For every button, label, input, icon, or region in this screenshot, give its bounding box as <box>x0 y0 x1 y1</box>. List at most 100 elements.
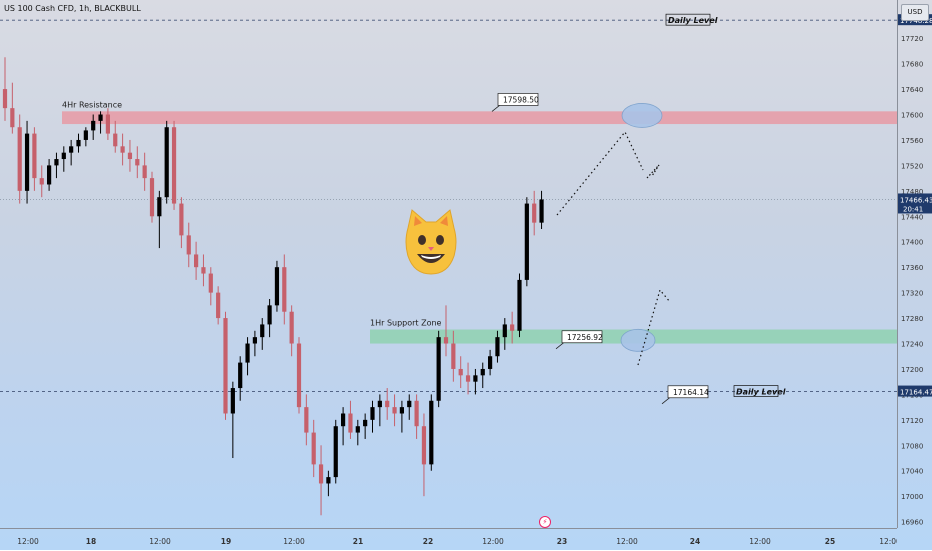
price-tag <box>898 385 932 397</box>
price-tick-label: 17440 <box>901 213 923 221</box>
alert-icon[interactable]: ⚡ <box>539 516 551 528</box>
price-tick-label: 17400 <box>901 239 923 247</box>
plot-area[interactable]: 4Hr Resistance 1Hr Support Zone Daily Leve… <box>0 0 897 528</box>
candle-body <box>69 146 74 153</box>
candle-body <box>407 400 412 408</box>
price-tick-label: 17320 <box>901 290 923 298</box>
candle-body <box>194 254 199 268</box>
price-tick-label: 17200 <box>901 366 923 374</box>
candle-body <box>465 375 471 382</box>
candle-body <box>326 477 331 484</box>
candle-body <box>517 279 522 331</box>
time-tick-label: 18 <box>86 537 96 546</box>
candle-body <box>223 318 228 414</box>
candle-body <box>311 432 316 465</box>
time-tick-label: 12:00 <box>749 537 771 546</box>
candle-body <box>91 120 96 131</box>
price-tag-time: 20:41 <box>903 205 923 213</box>
candle-body <box>142 165 147 179</box>
time-tick-label: 22 <box>423 537 433 546</box>
candle-body <box>216 292 221 319</box>
candle-body <box>451 343 456 369</box>
candle-body <box>54 159 59 166</box>
candle-body <box>230 388 235 414</box>
callout-label: 17256.92 <box>567 333 603 342</box>
candle-body <box>392 407 397 414</box>
candle-body <box>480 368 485 376</box>
price-axis[interactable]: 17720 17680 17640 17600 17560 17520 17480 17440… <box>897 0 932 528</box>
candle-body <box>252 337 257 344</box>
time-tick-label: 12:00 <box>879 537 897 546</box>
callout-box <box>667 385 709 399</box>
price-tick-label: 17360 <box>901 264 923 272</box>
zone-label: 4Hr Resistance <box>62 100 122 109</box>
price-tick-label: 17680 <box>901 61 923 69</box>
chart-title: US 100 Cash CFD, 1h, BLACKBULL <box>4 4 141 13</box>
candle-body <box>296 343 302 408</box>
candle-body <box>76 139 81 147</box>
projection-path-up <box>556 130 644 216</box>
time-axis[interactable]: 12:00 18 12:00 19 12:00 21 22 12:00 23 12:00 24 12:… <box>0 528 897 551</box>
candle-body <box>10 108 15 128</box>
candle-body <box>333 426 338 478</box>
projection-path-bounce <box>637 288 671 366</box>
candle-body <box>2 89 8 109</box>
price-tick-label: 17720 <box>901 35 923 43</box>
candle-body <box>260 324 265 338</box>
candle-body <box>304 407 309 433</box>
price-tick-label: 17280 <box>901 315 923 323</box>
time-tick-label: 12:00 <box>616 537 638 546</box>
time-tick-label: 21 <box>353 537 363 546</box>
price-tick-label: 17240 <box>901 341 923 349</box>
candle-body <box>201 267 206 274</box>
candle-body <box>355 426 360 433</box>
candle-body <box>186 235 191 255</box>
candle-body <box>47 165 52 185</box>
candle-body <box>267 305 272 325</box>
candle-body <box>429 400 434 465</box>
price-tick-label: 17080 <box>901 442 923 450</box>
candle-body <box>105 114 110 134</box>
price-tick-label: 17600 <box>901 112 923 120</box>
candle-body <box>436 337 441 401</box>
candle-body <box>61 152 66 160</box>
callout-label: 17164.14 <box>673 388 709 397</box>
candle-body <box>524 203 529 280</box>
candle-body <box>502 324 507 338</box>
candle-body <box>164 127 169 198</box>
candle-body <box>274 267 280 306</box>
daily-level-label: Daily Level <box>668 16 718 25</box>
candle-body <box>171 127 177 204</box>
candle-body <box>98 114 103 121</box>
currency-button[interactable]: USD <box>901 4 929 21</box>
time-tick-label: 12:00 <box>482 537 504 546</box>
candle-body <box>348 413 353 433</box>
time-tick-label: 12:00 <box>17 537 39 546</box>
candle-body <box>39 178 44 185</box>
zone-band <box>62 111 897 125</box>
price-tag-label: 17466.43 <box>900 196 932 204</box>
time-tick-label: 25 <box>825 537 835 546</box>
price-tick-label: 17480 <box>901 188 923 196</box>
candle-body <box>157 197 162 217</box>
candle-body <box>289 311 294 344</box>
price-tag <box>898 193 932 214</box>
candle-body <box>510 324 515 331</box>
daily-level-label: Daily Level <box>736 388 786 397</box>
candle-body <box>458 368 463 376</box>
candle-body <box>341 413 346 427</box>
candle-body <box>245 343 250 363</box>
projection-arrowhead <box>646 164 660 179</box>
candle-body <box>17 127 22 191</box>
time-tick-label: 23 <box>557 537 567 546</box>
candle-body <box>377 400 382 408</box>
target-marker <box>621 103 663 128</box>
zone-label: 1Hr Support Zone <box>370 319 442 328</box>
candle-body <box>370 407 375 420</box>
price-tick-label: 17120 <box>901 417 923 425</box>
candle-body <box>282 267 287 312</box>
time-tick-label: 12:00 <box>283 537 305 546</box>
candle-body <box>149 178 155 217</box>
price-tick-label: 17560 <box>901 137 923 145</box>
candle-body <box>318 464 324 484</box>
